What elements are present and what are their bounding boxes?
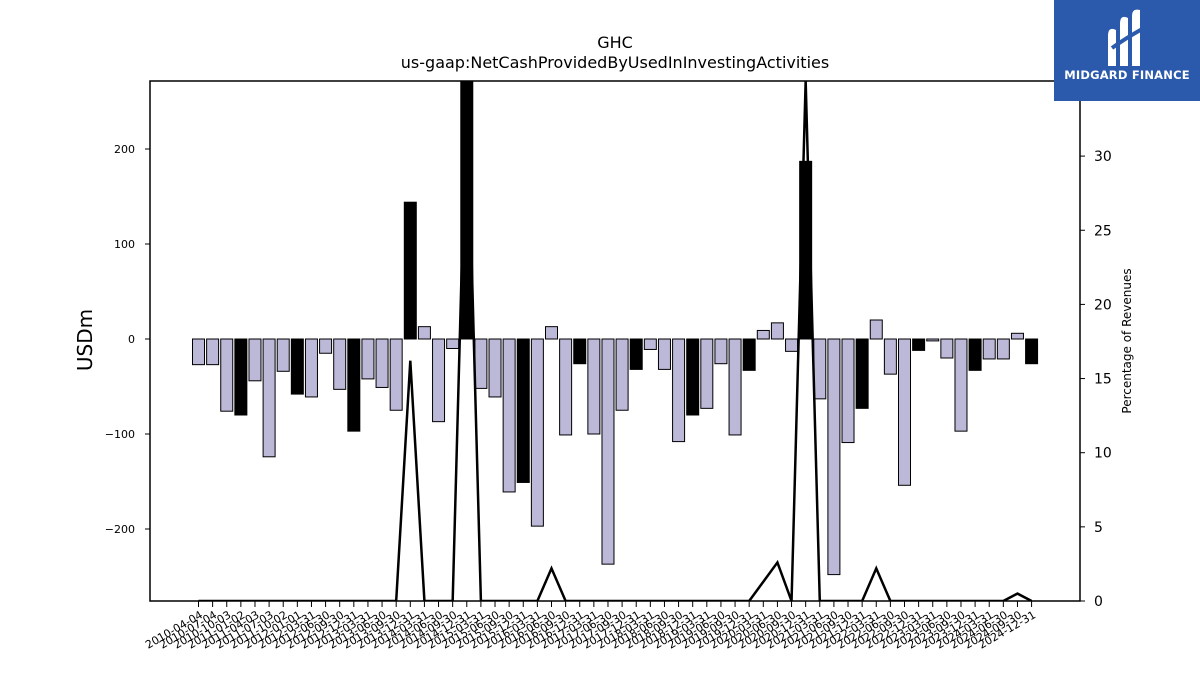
- midgard-finance-logo: MIDGARD FINANCE: [1054, 0, 1200, 101]
- bar: [1025, 338, 1039, 365]
- bar: [347, 338, 361, 432]
- bar: [432, 338, 446, 423]
- logo-text: MIDGARD FINANCE: [1064, 68, 1190, 82]
- y-tick-label-right: 30: [1094, 149, 1112, 165]
- bar: [841, 338, 855, 444]
- plot-frame: [149, 80, 1081, 602]
- bar: [643, 338, 657, 350]
- bar: [770, 322, 784, 340]
- bar: [206, 338, 220, 366]
- bar: [361, 338, 375, 380]
- bar: [220, 338, 234, 412]
- bar: [728, 338, 742, 436]
- y-tick-label-right: 25: [1094, 223, 1112, 239]
- bar: [417, 326, 431, 340]
- bar: [234, 338, 248, 416]
- bar: [248, 338, 262, 382]
- y-tick-label-right: 20: [1094, 297, 1112, 313]
- midgard-logo-icon: [1108, 9, 1145, 67]
- bar: [813, 338, 827, 400]
- bar: [530, 338, 544, 527]
- y-tick-label-right: 10: [1094, 446, 1112, 462]
- axes-group: −200−10001002000510152025302010-04-04201…: [105, 80, 1112, 652]
- bar: [700, 338, 714, 409]
- bar: [672, 338, 686, 443]
- bar: [587, 338, 601, 435]
- bar: [262, 338, 276, 458]
- bar: [883, 338, 897, 375]
- bar: [573, 338, 587, 365]
- bar: [615, 338, 629, 411]
- bar: [629, 338, 643, 370]
- bar: [474, 338, 488, 389]
- bar: [192, 338, 205, 366]
- bar: [657, 338, 671, 370]
- bar: [785, 338, 799, 352]
- y-tick-label-right: 0: [1094, 594, 1103, 610]
- y-axis-label-right: Percentage of Revenues: [1120, 268, 1134, 413]
- y-tick-label-left: 200: [114, 143, 135, 156]
- bar: [855, 338, 869, 409]
- bar: [290, 338, 304, 395]
- bar: [756, 329, 770, 340]
- bar: [304, 338, 318, 398]
- bar: [714, 338, 728, 365]
- y-tick-label-left: −100: [105, 428, 135, 441]
- y-tick-label-left: 0: [128, 333, 135, 346]
- bar: [982, 338, 996, 360]
- bar: [446, 338, 460, 349]
- bar: [375, 338, 389, 388]
- chart-subtitle: us-gaap:NetCashProvidedByUsedInInvesting…: [401, 53, 829, 72]
- bar: [954, 338, 968, 432]
- bar: [827, 338, 841, 576]
- bar: [926, 338, 940, 342]
- bar: [319, 338, 333, 354]
- bar: [968, 338, 982, 371]
- bar: [869, 319, 883, 340]
- bar: [403, 201, 417, 340]
- bar: [686, 338, 700, 416]
- chart-title: GHC: [597, 33, 633, 52]
- bar: [276, 338, 290, 372]
- y-axis-label-left: USDm: [73, 309, 97, 371]
- bar: [940, 338, 954, 359]
- bar: [488, 338, 502, 398]
- bars-group: [192, 80, 1039, 576]
- bar: [545, 326, 558, 340]
- y-tick-label-right: 5: [1094, 520, 1103, 536]
- bar: [559, 338, 573, 436]
- bar: [1010, 332, 1024, 340]
- y-tick-label-left: −200: [105, 523, 135, 536]
- bar: [912, 338, 926, 351]
- y-tick-label-left: 100: [114, 238, 135, 251]
- bar: [996, 338, 1010, 360]
- bar: [333, 338, 347, 390]
- bar: [601, 338, 615, 565]
- bar: [516, 338, 530, 483]
- bar: [502, 338, 516, 493]
- bar: [898, 338, 911, 486]
- y-tick-label-right: 15: [1094, 372, 1112, 388]
- bar: [742, 338, 756, 371]
- bar: [389, 338, 403, 411]
